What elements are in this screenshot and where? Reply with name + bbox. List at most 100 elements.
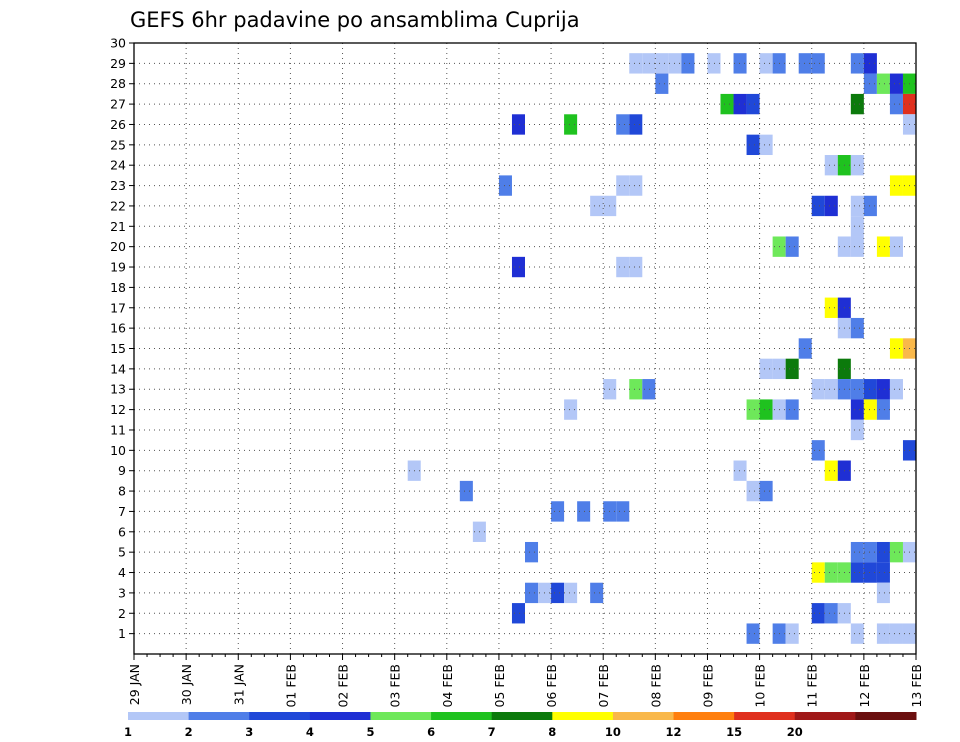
y-tick-label: 8 <box>118 484 126 499</box>
heatmap-cell <box>746 93 760 115</box>
heatmap-cell <box>811 603 825 624</box>
y-tick-label: 3 <box>118 585 126 600</box>
legend-swatch <box>128 712 190 720</box>
heatmap-cell <box>785 236 799 257</box>
y-tick-label: 19 <box>110 260 126 275</box>
x-tick-label: 07 FEB <box>596 664 611 708</box>
y-tick-label: 12 <box>110 402 126 417</box>
x-tick-label: 30 JAN <box>179 664 194 705</box>
y-tick-label: 1 <box>118 626 126 641</box>
heatmap-cell <box>759 358 773 380</box>
heatmap-cell <box>850 93 864 115</box>
heatmap-cell <box>863 541 877 563</box>
y-tick-label: 20 <box>110 239 126 254</box>
heatmap-cell <box>889 379 903 400</box>
heatmap-cell <box>824 562 838 583</box>
heatmap-cell <box>889 175 903 196</box>
heatmap-cell <box>616 256 630 278</box>
heatmap-cell <box>876 399 890 420</box>
heatmap-cell <box>863 399 877 420</box>
heatmap-cell <box>785 623 799 644</box>
legend-label: 1 <box>124 725 132 739</box>
y-tick-label: 22 <box>110 198 126 213</box>
y-tick-label: 9 <box>118 463 126 478</box>
y-axis: 1234567891011121314151617181920212223242… <box>110 36 134 641</box>
heatmap-cell <box>811 379 825 400</box>
legend-swatch <box>370 712 432 720</box>
heatmap-cell <box>616 175 630 196</box>
heatmap-cell <box>824 195 838 217</box>
legend-swatch <box>249 712 311 720</box>
heatmap-cell <box>642 53 656 74</box>
heatmap-cell <box>733 460 747 481</box>
y-tick-label: 11 <box>110 422 126 437</box>
heatmap-cell <box>889 73 903 94</box>
y-tick-label: 23 <box>110 178 126 193</box>
heatmap-cell <box>720 93 734 115</box>
heatmap-cell <box>850 195 864 217</box>
heatmap-cell <box>629 379 643 400</box>
heatmap-cell <box>889 623 903 644</box>
grid-lines <box>134 43 916 654</box>
heatmap-cell <box>746 399 760 420</box>
heatmap-cell <box>707 53 721 74</box>
heatmap-cell <box>889 93 903 115</box>
x-tick-label: 02 FEB <box>336 664 351 708</box>
legend-swatch <box>734 712 796 720</box>
heatmap-cell <box>850 216 864 237</box>
heatmap-cell <box>811 195 825 217</box>
heatmap-cell <box>746 480 760 502</box>
heatmap-cell <box>850 623 864 644</box>
heatmap-cell <box>785 358 799 380</box>
heatmap-cell <box>850 379 864 400</box>
legend-swatch <box>794 712 856 720</box>
heatmap-cell <box>850 399 864 420</box>
heatmap-cell <box>511 114 525 135</box>
color-legend: 1 2 3 4 5 6 7 8 10 12 15 20 <box>124 712 917 739</box>
heatmap-cell <box>889 338 903 359</box>
heatmap-cell <box>850 562 864 583</box>
y-tick-label: 18 <box>110 280 126 295</box>
y-tick-label: 26 <box>110 117 126 132</box>
y-tick-label: 30 <box>110 36 126 51</box>
heatmap-cell <box>498 175 512 196</box>
heatmap-cell <box>642 379 656 400</box>
heatmap-cell <box>863 195 877 217</box>
legend-swatch <box>552 712 614 720</box>
heatmap-cell <box>511 603 525 624</box>
heatmap-cell <box>850 155 864 176</box>
heatmap-cell <box>824 297 838 318</box>
heatmap-cell <box>876 236 890 257</box>
y-tick-label: 6 <box>118 524 126 539</box>
heatmap-cell <box>876 541 890 563</box>
heatmap-cell <box>876 582 890 604</box>
heatmap-cell <box>551 582 565 604</box>
heatmap-cell <box>824 460 838 481</box>
heatmap-cell <box>850 236 864 257</box>
heatmap-cell <box>850 541 864 563</box>
heatmap-cell <box>863 379 877 400</box>
legend-swatch <box>612 712 675 720</box>
y-tick-label: 4 <box>118 565 126 580</box>
heatmap-cell <box>733 93 747 115</box>
heatmap-cell <box>655 73 669 94</box>
x-tick-label: 11 FEB <box>805 664 820 708</box>
heatmap-cell <box>629 175 643 196</box>
heatmap-cell <box>785 399 799 420</box>
y-tick-label: 25 <box>110 137 126 152</box>
y-tick-label: 28 <box>110 76 126 91</box>
heatmap-cell <box>616 114 630 135</box>
y-tick-label: 27 <box>110 97 126 112</box>
heatmap-cell <box>525 541 539 563</box>
heatmap-cell <box>564 399 578 420</box>
heatmap-cell <box>889 236 903 257</box>
heatmap-cell <box>889 541 903 563</box>
x-tick-label: 10 FEB <box>753 664 768 708</box>
x-tick-label: 13 FEB <box>909 664 924 708</box>
heatmap-cell <box>590 195 604 217</box>
x-tick-label: 09 FEB <box>700 664 715 708</box>
heatmap-cell <box>876 562 890 583</box>
heatmap-cell <box>629 114 643 135</box>
heatmap-cell <box>564 582 578 604</box>
